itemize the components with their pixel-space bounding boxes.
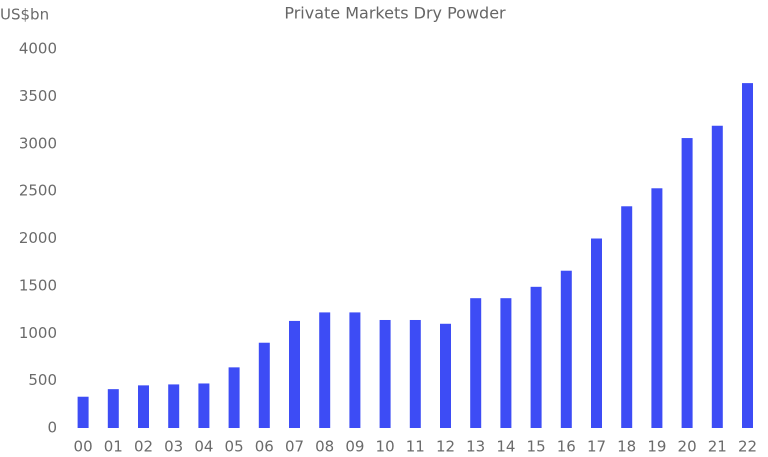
y-tick-label: 3000 [19, 134, 57, 152]
bar [138, 385, 149, 428]
x-tick-label: 01 [104, 438, 123, 456]
x-tick-label: 03 [164, 438, 183, 456]
bar [77, 396, 89, 428]
y-tick-label: 0 [47, 419, 57, 437]
x-tick-label: 20 [678, 438, 697, 456]
x-tick-label: 17 [587, 438, 606, 456]
x-tick-label: 05 [225, 438, 244, 456]
bar [319, 312, 331, 428]
bar [470, 298, 482, 428]
y-tick-label: 3500 [19, 87, 57, 105]
y-tick-label: 1500 [19, 276, 57, 294]
x-tick-label: 22 [738, 438, 757, 456]
bar [198, 383, 210, 428]
x-tick-label: 16 [557, 438, 576, 456]
bar [591, 238, 602, 428]
bar [681, 138, 693, 428]
bar [289, 320, 300, 428]
x-tick-label: 02 [134, 438, 153, 456]
bar [560, 270, 572, 428]
bar [107, 389, 119, 428]
x-tick-label: 11 [406, 438, 425, 456]
x-tick-label: 09 [345, 438, 364, 456]
y-tick-label: 2000 [19, 229, 57, 247]
x-tick-label: 06 [255, 438, 274, 456]
x-tick-label: 18 [617, 438, 636, 456]
bar [500, 298, 512, 428]
bar [742, 83, 753, 429]
x-tick-label: 13 [466, 438, 485, 456]
bar [349, 312, 361, 428]
x-tick-label: 04 [194, 438, 213, 456]
y-axis-label: US$bn [0, 6, 49, 24]
x-tick-label: 15 [527, 438, 546, 456]
bar [530, 286, 542, 428]
bar [711, 125, 723, 428]
x-tick-label: 07 [285, 438, 304, 456]
bar [379, 319, 391, 428]
x-tick-label: 08 [315, 438, 334, 456]
y-tick-label: 2500 [19, 182, 57, 200]
x-tick-label: 14 [496, 438, 515, 456]
x-tick-label: 19 [647, 438, 666, 456]
bar [440, 323, 451, 428]
chart-title: Private Markets Dry Powder [284, 4, 506, 23]
y-tick-label: 4000 [19, 40, 57, 58]
bar [168, 384, 180, 428]
bar [621, 206, 633, 428]
bar [409, 319, 421, 428]
y-tick-label: 1000 [19, 324, 57, 342]
bar [258, 342, 270, 428]
bar [228, 367, 240, 428]
x-tick-label: 12 [436, 438, 455, 456]
x-tick-label: 21 [708, 438, 727, 456]
y-tick-label: 500 [28, 371, 57, 389]
x-tick-label: 10 [376, 438, 395, 456]
x-tick-label: 00 [74, 438, 93, 456]
bar [651, 188, 663, 428]
